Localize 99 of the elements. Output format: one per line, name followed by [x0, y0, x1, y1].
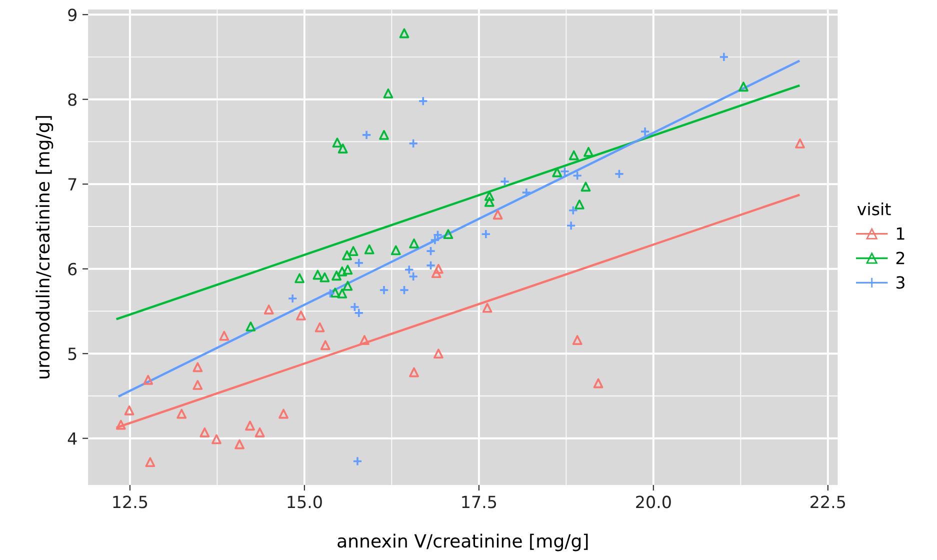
point	[574, 199, 584, 210]
point	[320, 340, 330, 350]
y-tick-label: 9	[68, 8, 76, 22]
legend-title: visit	[857, 202, 891, 216]
point	[480, 229, 491, 240]
point	[409, 238, 419, 248]
point	[212, 434, 222, 444]
point	[320, 272, 330, 282]
point	[795, 138, 805, 148]
point	[568, 205, 578, 216]
point	[350, 302, 360, 312]
y-tick-label: 7	[68, 178, 76, 190]
point	[443, 229, 454, 240]
point	[342, 280, 353, 291]
point	[352, 456, 362, 466]
point	[433, 264, 444, 274]
point	[342, 250, 352, 260]
point	[568, 150, 579, 160]
point	[332, 138, 342, 148]
point	[718, 52, 729, 62]
point	[426, 260, 436, 270]
point	[399, 285, 410, 295]
point	[124, 405, 134, 416]
x-tick-label: 12.5	[113, 496, 148, 508]
point	[572, 170, 582, 181]
point	[314, 322, 325, 332]
point	[614, 168, 624, 179]
y-tick-label: 8	[68, 93, 77, 106]
point	[484, 191, 494, 201]
point	[337, 266, 348, 276]
point	[234, 439, 244, 450]
point	[219, 330, 230, 341]
point	[500, 176, 510, 187]
point	[552, 167, 562, 178]
point	[580, 182, 591, 192]
point	[245, 420, 255, 431]
point	[246, 322, 256, 332]
x-tick-label: 22.5	[810, 496, 846, 508]
y-tick-label: 4	[68, 432, 77, 445]
point	[593, 378, 604, 388]
point	[426, 246, 436, 256]
point	[354, 258, 364, 268]
point	[176, 408, 187, 419]
point	[332, 270, 342, 281]
point	[383, 88, 394, 98]
point	[143, 374, 154, 385]
x-tick-label: 20.0	[636, 496, 671, 508]
point	[566, 220, 576, 231]
point	[337, 288, 348, 298]
legend-label: 2	[896, 252, 904, 264]
legend-label: 3	[896, 276, 904, 289]
point	[408, 272, 418, 282]
point	[560, 166, 570, 176]
point	[294, 273, 305, 284]
point	[288, 294, 298, 304]
point	[379, 285, 389, 295]
point	[330, 288, 340, 298]
point	[116, 420, 126, 430]
point	[433, 348, 444, 359]
y-axis-title: uromodulin/creatinine [mg/g]	[36, 116, 54, 378]
point	[312, 270, 323, 280]
point	[418, 96, 428, 106]
point	[342, 264, 353, 275]
point	[409, 367, 419, 378]
point	[348, 246, 358, 256]
point	[325, 288, 336, 298]
point	[264, 304, 274, 314]
point	[738, 82, 748, 92]
point	[482, 302, 492, 313]
y-tick-label: 6	[68, 262, 77, 276]
point	[584, 146, 594, 157]
point	[492, 210, 503, 220]
point	[254, 427, 265, 438]
point	[360, 335, 370, 345]
point	[192, 380, 203, 390]
x-tick-label: 17.5	[462, 496, 496, 508]
point	[362, 130, 372, 140]
point	[408, 138, 418, 148]
point	[404, 264, 414, 275]
point	[399, 28, 410, 38]
point	[484, 196, 494, 207]
point	[278, 408, 288, 419]
x-tick-label: 15.0	[288, 496, 322, 508]
point	[354, 308, 364, 318]
point	[200, 427, 210, 438]
point	[640, 126, 650, 137]
point	[390, 245, 401, 256]
point	[431, 268, 442, 278]
point	[296, 310, 306, 320]
y-tick-label: 5	[68, 348, 76, 360]
point	[572, 335, 582, 345]
point	[338, 144, 348, 154]
x-axis-title: annexin V/creatinine [mg/g]	[338, 534, 588, 552]
point	[145, 457, 156, 468]
legend-label: 1	[897, 227, 904, 240]
point	[379, 130, 389, 140]
point	[521, 188, 532, 198]
point	[364, 244, 374, 254]
point	[192, 362, 203, 372]
